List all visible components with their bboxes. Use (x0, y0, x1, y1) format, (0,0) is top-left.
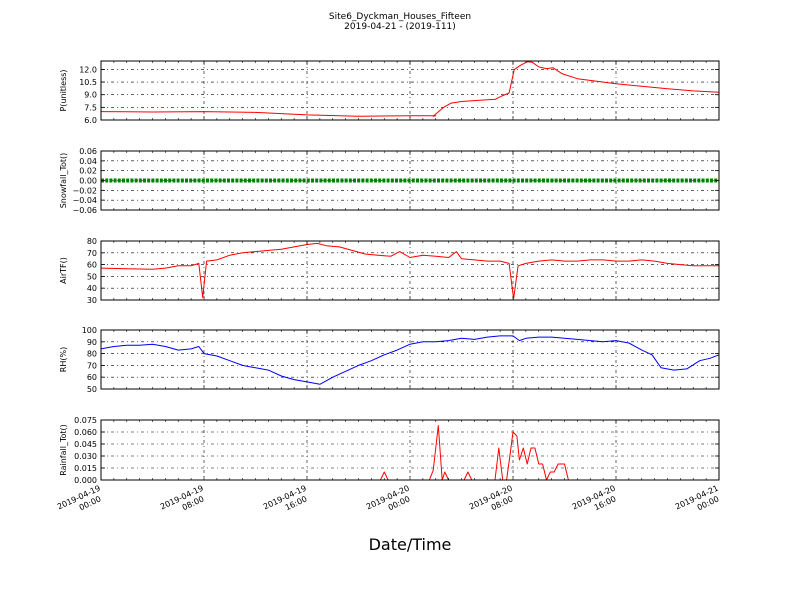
y-tick-label: 0.00 (79, 177, 97, 186)
y-tick-label: 0.02 (79, 167, 97, 176)
y-tick-label: −0.02 (72, 186, 97, 195)
y-tick-label: −0.04 (72, 196, 97, 205)
y-tick-label: 100 (82, 326, 97, 335)
y-tick-label: 0.030 (74, 452, 97, 461)
y-tick-label: 50 (87, 272, 97, 281)
y-tick-label: 10.5 (79, 78, 97, 87)
x-tick-labels: 2019-04-1900:00 2019-04-1908:00 2019-04-19… (56, 484, 724, 521)
y-tick-label: 60 (87, 261, 97, 270)
y-tick-label: 90 (87, 338, 97, 347)
x-tick-label: 2019-04-2016:00 (571, 484, 621, 521)
y-tick-label: 40 (87, 284, 97, 293)
y-axis-label: P(unitless) (59, 69, 68, 111)
y-tick-label: −0.06 (72, 206, 97, 215)
y-tick-label: 70 (87, 249, 97, 258)
y-tick-label: 0.015 (74, 464, 97, 473)
y-tick-label: 0.000 (74, 476, 97, 485)
y-tick-label: 6.0 (84, 116, 97, 125)
y-tick-label: 0.060 (74, 428, 97, 437)
panel-4: 50 60 70 80 90 100 RH(%) (59, 326, 720, 394)
y-tick-label: 0.06 (79, 147, 97, 156)
x-tick-label: 2019-04-2100:00 (674, 484, 724, 521)
panel-2: −0.06−0.04−0.020.000.020.040.06 Snowfall_… (59, 147, 720, 215)
y-tick-label: 70 (87, 361, 97, 370)
y-tick-label: 50 (87, 385, 97, 394)
x-tick-label: 2019-04-1908:00 (159, 484, 209, 521)
panels: 6.0 7.5 9.0 10.5 12.0 P(unitless) −0.06−0.04−0… (59, 60, 720, 485)
chart-title: Site6_Dyckman_Houses_Fifteen (329, 12, 471, 22)
series-line (101, 425, 719, 481)
x-tick-label: 2019-04-1900:00 (56, 484, 106, 521)
y-tick-label: 30 (87, 296, 97, 305)
y-tick-label: 0.075 (74, 416, 97, 425)
series-line (100, 335, 720, 385)
grid (101, 420, 719, 480)
y-tick-label: 60 (87, 373, 97, 382)
series-line (100, 242, 719, 300)
panel-5: 0.000 0.015 0.030 0.045 0.060 0.075 Rainfall_T… (59, 416, 720, 485)
y-tick-label: 9.0 (84, 91, 97, 100)
x-tick-label: 2019-04-1916:00 (262, 484, 312, 521)
series-line (100, 61, 720, 117)
y-tick-label: 7.5 (84, 103, 97, 112)
grid (101, 241, 719, 300)
panel-3: 30 40 50 60 70 80 AirTF() (59, 237, 720, 305)
x-tick-label: 2019-04-2008:00 (468, 484, 518, 521)
chart-subtitle: 2019-04-21 - (2019-111) (344, 22, 456, 32)
y-tick-label: 80 (87, 237, 97, 246)
y-axis-label: Rainfall_Tot() (59, 424, 68, 476)
y-axis-label: AirTF() (59, 257, 68, 284)
y-axis-label: Snowfall_Tot() (59, 153, 68, 209)
grid (101, 330, 719, 389)
grid (101, 61, 719, 120)
x-axis-label: Date/Time (369, 535, 452, 554)
y-axis-label: RH(%) (59, 347, 68, 372)
y-tick-label: 12.0 (79, 65, 97, 74)
y-tick-label: 0.045 (74, 440, 97, 449)
x-tick-label: 2019-04-2000:00 (365, 484, 415, 521)
panel-1: 6.0 7.5 9.0 10.5 12.0 P(unitless) (59, 60, 720, 125)
y-tick-label: 0.04 (79, 157, 97, 166)
y-tick-label: 80 (87, 350, 97, 359)
